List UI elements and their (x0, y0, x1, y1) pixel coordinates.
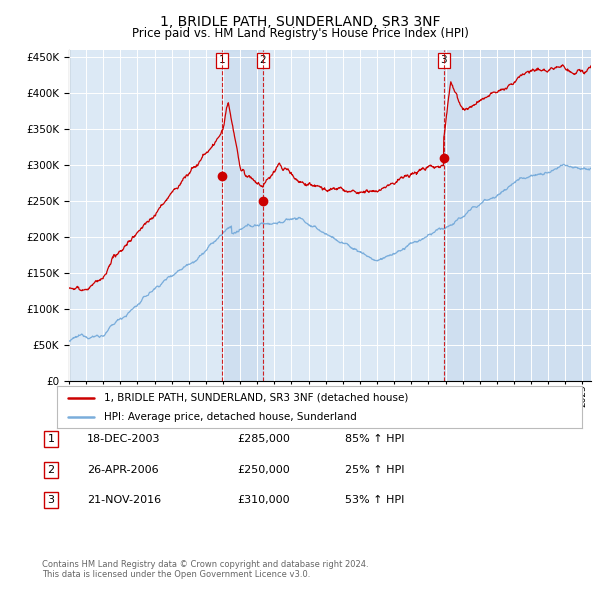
Text: Contains HM Land Registry data © Crown copyright and database right 2024.
This d: Contains HM Land Registry data © Crown c… (42, 560, 368, 579)
Text: 1, BRIDLE PATH, SUNDERLAND, SR3 3NF: 1, BRIDLE PATH, SUNDERLAND, SR3 3NF (160, 15, 440, 29)
Text: 2: 2 (259, 55, 266, 65)
Text: 53% ↑ HPI: 53% ↑ HPI (345, 496, 404, 505)
Text: 21-NOV-2016: 21-NOV-2016 (87, 496, 161, 505)
Text: 26-APR-2006: 26-APR-2006 (87, 465, 158, 474)
Bar (223, 50, 263, 381)
Text: 1: 1 (47, 434, 55, 444)
Text: Price paid vs. HM Land Registry's House Price Index (HPI): Price paid vs. HM Land Registry's House … (131, 27, 469, 40)
Text: 3: 3 (440, 55, 447, 65)
Text: 25% ↑ HPI: 25% ↑ HPI (345, 465, 404, 474)
Text: 3: 3 (47, 496, 55, 505)
Bar (444, 50, 591, 381)
Text: 2: 2 (47, 465, 55, 474)
Text: £250,000: £250,000 (237, 465, 290, 474)
Text: 85% ↑ HPI: 85% ↑ HPI (345, 434, 404, 444)
Text: £310,000: £310,000 (237, 496, 290, 505)
Text: £285,000: £285,000 (237, 434, 290, 444)
Text: 1, BRIDLE PATH, SUNDERLAND, SR3 3NF (detached house): 1, BRIDLE PATH, SUNDERLAND, SR3 3NF (det… (104, 392, 409, 402)
Text: 18-DEC-2003: 18-DEC-2003 (87, 434, 161, 444)
Text: 1: 1 (219, 55, 226, 65)
Text: HPI: Average price, detached house, Sunderland: HPI: Average price, detached house, Sund… (104, 412, 357, 422)
